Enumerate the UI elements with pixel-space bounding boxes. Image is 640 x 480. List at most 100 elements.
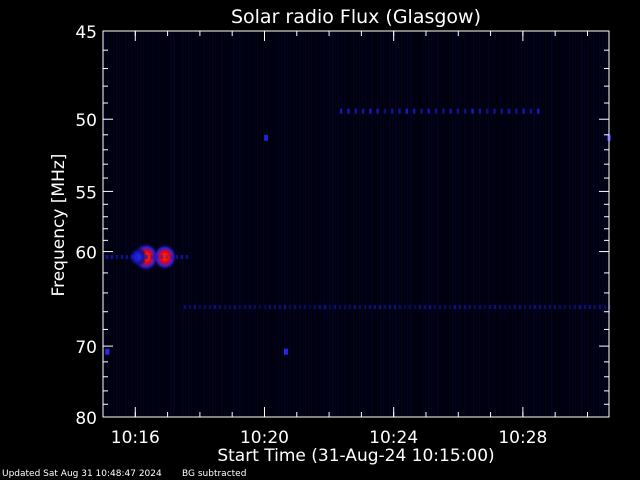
background-noise-streak [512, 32, 514, 416]
background-noise-streak [335, 32, 337, 416]
x-tick-label: 10:20 [240, 428, 289, 448]
background-noise-streak [383, 32, 385, 416]
emission-band-segment [293, 305, 297, 310]
emission-band-segment [413, 305, 417, 310]
emission-band-segment [405, 108, 409, 114]
background-noise-streak [464, 32, 466, 416]
background-noise-streak [176, 32, 178, 416]
background-noise-streak [413, 32, 415, 416]
y-tick-label: 60 [75, 244, 97, 264]
background-noise-streak [605, 32, 607, 416]
background-noise-streak [125, 32, 127, 416]
background-noise-streak [206, 32, 208, 416]
background-noise-streak [419, 32, 421, 416]
chart-title: Solar radio Flux (Glasgow) [231, 6, 481, 28]
background-noise-streak [368, 32, 370, 416]
emission-burst-core [162, 254, 167, 260]
background-noise-streak [374, 32, 376, 416]
emission-band-segment [373, 305, 377, 310]
background-noise-streak [380, 32, 382, 416]
emission-band-segment [408, 305, 412, 310]
background-noise-streak [293, 32, 295, 416]
emission-band-segment [348, 305, 352, 310]
background-noise-streak [110, 32, 112, 416]
background-noise-streak [488, 32, 490, 416]
background-noise-streak [164, 32, 166, 416]
emission-band-segment [548, 305, 552, 310]
emission-band-segment [273, 305, 277, 310]
background-noise-streak [116, 32, 118, 416]
background-noise-streak [404, 32, 406, 416]
emission-band-segment [115, 255, 119, 259]
background-noise-streak [515, 32, 517, 416]
background-noise-streak [410, 32, 412, 416]
emission-band-segment [213, 305, 217, 310]
emission-band-segment [443, 305, 447, 310]
background-noise-streak [119, 32, 121, 416]
background-noise-streak [212, 32, 214, 416]
background-noise-streak [314, 32, 316, 416]
plot-background [103, 31, 609, 417]
background-noise-streak [218, 32, 220, 416]
background-noise-streak [227, 32, 229, 416]
background-noise-streak [491, 32, 493, 416]
emission-band-segment [180, 255, 184, 259]
emission-band-segment [258, 305, 262, 310]
background-noise-streak [158, 32, 160, 416]
x-tick-label: 10:16 [111, 428, 160, 448]
background-noise-streak [278, 32, 280, 416]
background-noise-streak [242, 32, 244, 416]
emission-band-segment [593, 305, 597, 310]
background-noise-streak [434, 32, 436, 416]
background-noise-streak [161, 32, 163, 416]
emission-band-segment [288, 305, 292, 310]
background-noise-streak [455, 32, 457, 416]
background-noise-streak [470, 32, 472, 416]
background-noise-streak [209, 32, 211, 416]
background-noise-streak [149, 32, 151, 416]
emission-band-segment [208, 305, 212, 310]
background-noise-streak [203, 32, 205, 416]
background-noise-streak [263, 32, 265, 416]
emission-band-segment [583, 305, 587, 310]
emission-band-segment [533, 305, 537, 310]
background-noise-streak [131, 32, 133, 416]
emission-band-segment [522, 108, 525, 114]
background-noise-streak [377, 32, 379, 416]
background-noise-streak [308, 32, 310, 416]
background-noise-streak [521, 32, 523, 416]
background-noise-streak [548, 32, 550, 416]
emission-band-segment [383, 108, 387, 114]
background-noise-streak [590, 32, 592, 416]
background-noise-streak [452, 32, 454, 416]
background-noise-streak [542, 32, 544, 416]
emission-band-segment [488, 305, 492, 310]
emission-spot [284, 348, 288, 355]
background-noise-streak [425, 32, 427, 416]
background-noise-streak [275, 32, 277, 416]
background-noise-streak [260, 32, 262, 416]
background-noise-streak [317, 32, 319, 416]
emission-band-segment [528, 305, 532, 310]
background-noise-streak [563, 32, 565, 416]
background-noise-streak [179, 32, 181, 416]
axes: 45 50 55 60 70 80 10:16 10:20 10:24 10:28 [75, 23, 610, 448]
emission-band-segment [130, 255, 134, 259]
background-noise-streak [446, 32, 448, 416]
background-noise-streak [347, 32, 349, 416]
emission-band-segment [183, 305, 187, 310]
emission-band-segment [388, 305, 392, 310]
background-noise-streak [197, 32, 199, 416]
emission-band-segment [428, 305, 432, 310]
emission-band-segment [608, 305, 612, 310]
background-noise-streak [350, 32, 352, 416]
emission-band-segment [343, 305, 347, 310]
emission-band-segment [268, 305, 272, 310]
emission-band-segment [391, 108, 394, 114]
emission-band-segment [507, 108, 511, 114]
background-noise-streak [602, 32, 604, 416]
updated-timestamp: Updated Sat Aug 31 10:48:47 2024 [2, 469, 162, 479]
background-noise-streak [395, 32, 397, 416]
x-axis-label: Start Time (31-Aug-24 10:15:00) [217, 446, 494, 466]
background-noise-streak [107, 32, 109, 416]
